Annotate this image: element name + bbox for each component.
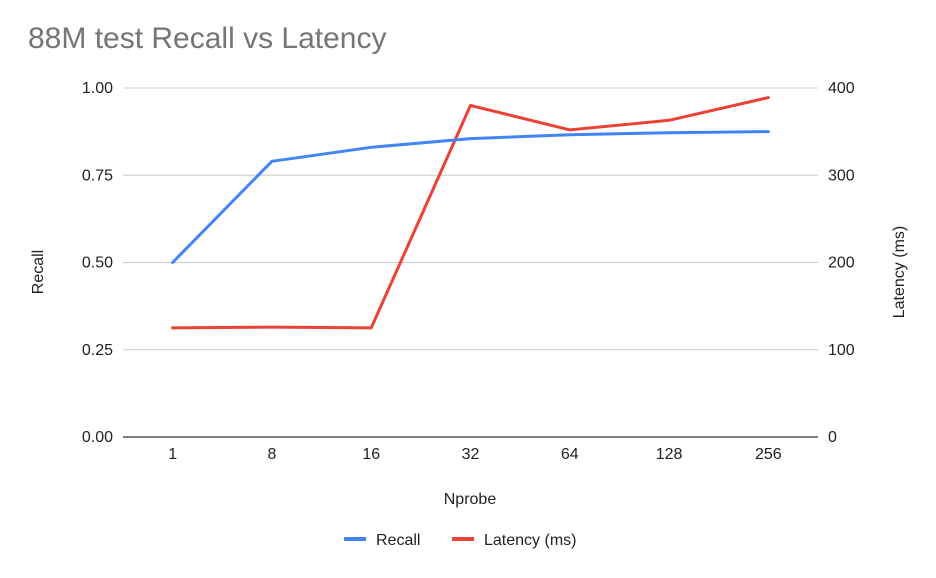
y-tick-label-right: 300 — [828, 167, 855, 184]
y-axis-title-right: Latency (ms) — [891, 226, 908, 318]
x-tick-label: 64 — [561, 446, 579, 463]
y-tick-label-left: 1.00 — [82, 80, 113, 97]
legend-label: Latency (ms) — [484, 532, 576, 549]
x-tick-label: 128 — [656, 446, 683, 463]
x-axis-title: Nprobe — [444, 491, 497, 508]
tick-labels: 0.00 0 0.25 100 0.50 200 0.75 300 1.00 400 1 8 16 32 6… — [82, 80, 855, 463]
x-tick-label: 32 — [462, 446, 480, 463]
x-tick-label: 256 — [755, 446, 782, 463]
x-tick-label: 16 — [362, 446, 380, 463]
chart-title: 88M test Recall vs Latency — [28, 22, 387, 55]
gridlines — [123, 87, 818, 438]
legend-label: Recall — [376, 532, 420, 549]
y-axis-title-left: Recall — [30, 250, 47, 294]
y-tick-label-left: 0.25 — [82, 342, 113, 359]
x-tick-label: 8 — [267, 446, 276, 463]
y-tick-label-left: 0.50 — [82, 255, 113, 272]
y-tick-label-left: 0.00 — [82, 429, 113, 446]
series-line-recall — [171, 130, 770, 264]
y-tick-label-left: 0.75 — [82, 167, 113, 184]
series-lines — [171, 96, 770, 330]
y-tick-label-right: 400 — [828, 80, 855, 97]
x-tick-label: 1 — [168, 446, 177, 463]
y-tick-label-right: 200 — [828, 255, 855, 272]
legend: Recall Latency (ms) — [344, 532, 576, 549]
y-tick-label-right: 100 — [828, 342, 855, 359]
series-line-latency-ms — [171, 96, 770, 330]
y-tick-label-right: 0 — [828, 429, 837, 446]
